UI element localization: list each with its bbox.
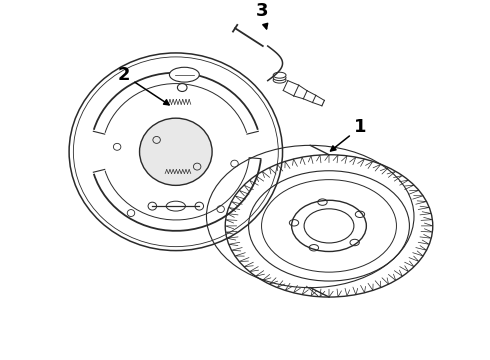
Ellipse shape [170,67,199,82]
Ellipse shape [166,201,185,211]
Ellipse shape [273,72,286,78]
Ellipse shape [140,118,212,185]
Ellipse shape [177,84,187,91]
Text: 1: 1 [331,118,367,151]
Ellipse shape [273,75,286,81]
Ellipse shape [195,202,203,210]
Ellipse shape [273,77,286,83]
Text: 2: 2 [117,66,169,105]
Ellipse shape [148,202,157,210]
Text: 3: 3 [256,3,268,29]
